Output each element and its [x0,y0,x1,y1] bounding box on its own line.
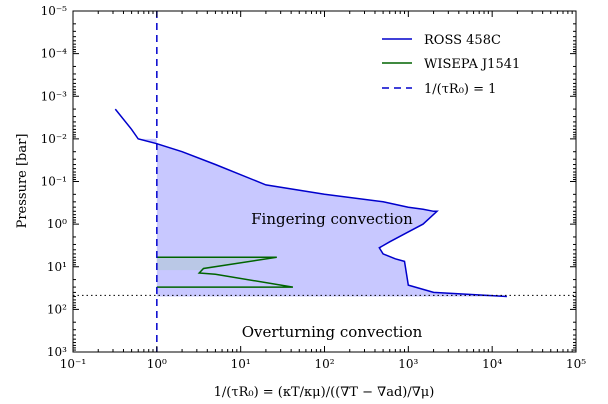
x-tick-label: 10¹ [231,357,251,371]
legend: ROSS 458C WISEPA J1541 1/(τR₀) = 1 [382,33,520,97]
y-tick-label: 10⁻⁴ [41,47,68,61]
legend-label-tau: 1/(τR₀) = 1 [424,82,496,97]
x-tick-label: 10⁻¹ [60,357,86,371]
x-tick-label: 10⁰ [147,357,167,371]
axis-ticks: 10⁻¹ 10⁰ 10¹ 10² 10³ 10⁴ 10⁵ 10⁻⁵ 10⁻⁴ 10⁻³ 10⁻² 10… [41,4,587,371]
legend-label-wisepa: WISEPA J1541 [424,57,520,72]
y-tick-label: 10³ [47,345,67,359]
x-tick-label: 10⁵ [566,357,586,371]
x-tick-label: 10² [314,357,334,371]
reference-lines [73,11,576,352]
overlap-region [156,257,277,271]
series-wisepa-j1541 [156,256,294,288]
y-tick-label: 10⁰ [47,217,67,231]
x-axis-label: 1/(τR₀) = (κT/κμ)/((∇T − ∇ad)/∇μ) [214,385,435,400]
y-tick-label: 10⁻⁵ [41,4,68,18]
series-layer [114,108,507,298]
x-tick-label: 10⁴ [482,357,502,371]
y-tick-label: 10⁻¹ [41,175,67,189]
y-tick-label: 10¹ [47,260,67,274]
y-tick-label: 10² [47,302,67,316]
x-tick-label: 10³ [398,357,418,371]
series-ross-458c [114,108,507,298]
legend-label-ross: ROSS 458C [424,33,501,48]
y-axis-label: Pressure [bar] [15,134,30,229]
annotation-overturning: Overturning convection [242,323,423,341]
y-tick-label: 10⁻³ [41,89,68,103]
y-tick-label: 10⁻² [41,132,68,146]
annotation-fingering: Fingering convection [251,210,413,228]
